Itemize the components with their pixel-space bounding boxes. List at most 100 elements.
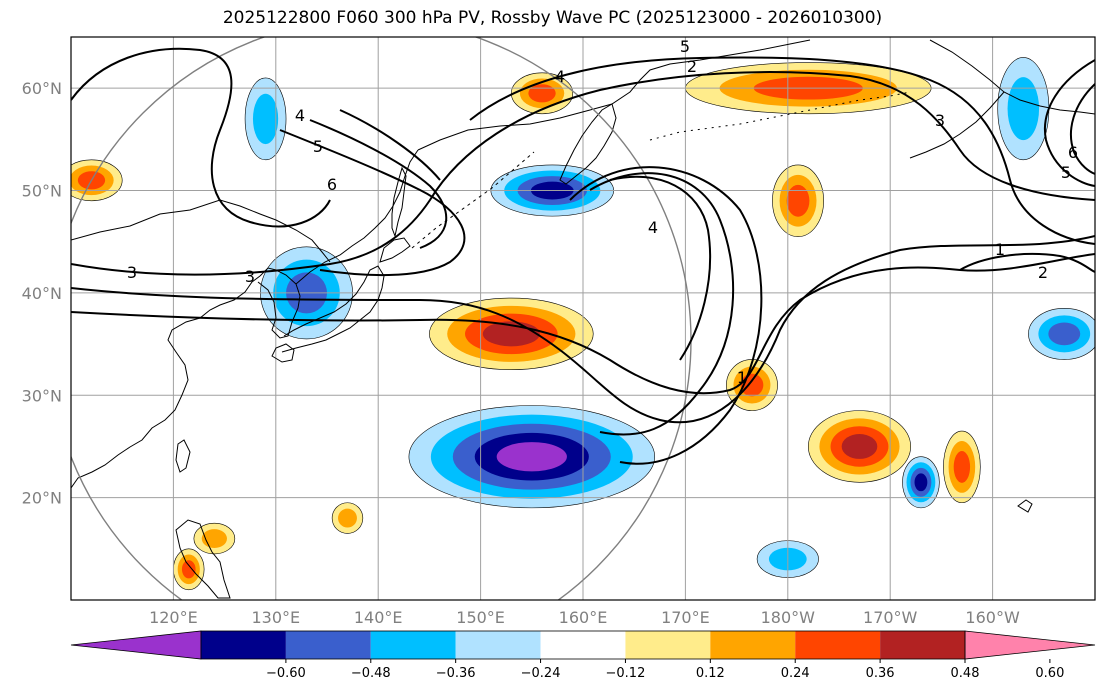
- colorbar-extend-max: [964, 630, 1096, 660]
- pv-contour-6: [339, 109, 441, 181]
- reference-circle: [71, 37, 692, 600]
- lon-label-160: 160°E: [559, 608, 608, 627]
- coastline-japan-kyushu: [271, 343, 295, 363]
- anom-sakhalin-neg: [244, 77, 287, 161]
- anom-npac-pos-level-3: [841, 433, 878, 459]
- coastline-alaska: [929, 39, 1095, 115]
- colorbar-label-5: 0.12: [696, 666, 725, 681]
- colorbar: −0.60 −0.48 −0.36 −0.24 −0.12 0.12 0.24 0.36 0.4…: [70, 630, 1096, 681]
- lon-label-200: 160°W: [965, 608, 1020, 627]
- lat-label-20: 20°N: [22, 489, 62, 508]
- anom-luzon-pos: [173, 548, 205, 591]
- pv-contour-label-0: 4: [295, 106, 305, 125]
- pv-contour-label-13: 4: [555, 67, 565, 86]
- colorbar-bin-3: [370, 631, 456, 659]
- colorbar-bin-4: [455, 631, 541, 659]
- pv-contour-label-14: 3: [245, 267, 255, 286]
- map-frame: [70, 36, 1096, 601]
- colorbar-label-3: −0.24: [521, 666, 561, 681]
- pv-contour-bering: [469, 56, 1095, 245]
- anom-mariana-pos-level-1: [338, 508, 357, 528]
- anom-westpac-pos: [193, 522, 236, 555]
- coastlines: [71, 39, 1095, 599]
- colorbar-bin-8: [795, 631, 881, 659]
- latitude-tick-labels: 60°N 50°N 40°N 30°N 20°N: [22, 79, 62, 507]
- anom-goa-north-neg-level-1: [1007, 77, 1040, 141]
- pv-contour-west-loop: [71, 47, 331, 228]
- anom-goa-neg: [1028, 307, 1095, 360]
- anom-sakhalin-neg-level-1: [252, 93, 279, 145]
- colorbar-label-4: −0.12: [606, 666, 646, 681]
- colorbar-bin-9: [880, 631, 965, 659]
- pv-contour-goa: [959, 253, 1095, 273]
- colorbar-outline: [200, 630, 966, 660]
- anom-subtropic-neg: [408, 405, 655, 509]
- pv-contours: [71, 47, 1095, 465]
- pv-contour-label-6: 4: [648, 218, 658, 237]
- coastline-okhotsk-north: [417, 39, 811, 151]
- pv-contour-4: [279, 129, 466, 277]
- pv-contour-alaska-low: [1044, 59, 1095, 187]
- pv-contour-label-1: 5: [313, 137, 323, 156]
- colorbar-bin-6: [625, 631, 711, 659]
- pv-contour-3: [71, 71, 1095, 276]
- anom-aleutian-pos-level-2: [786, 184, 810, 217]
- pv-contour-alaska-low-2: [1070, 83, 1095, 175]
- anom-hawaii-pos: [943, 430, 981, 504]
- pv-contour-label-8: 1: [737, 368, 747, 387]
- anomaly-fill-layer: [71, 57, 1095, 591]
- colorbar-label-2: −0.36: [436, 666, 476, 681]
- anom-luzon-pos-level-2: [181, 560, 196, 579]
- lon-label-120: 120°E: [149, 608, 198, 627]
- pv-contour-5: [309, 119, 448, 249]
- colorbar-label-1: −0.48: [351, 666, 391, 681]
- lat-label-50: 50°N: [22, 182, 62, 201]
- coastline-sakhalin: [391, 166, 407, 238]
- pv-contour-label-10: 5: [1061, 163, 1071, 182]
- colorbar-bin-7: [710, 631, 796, 659]
- lat-label-60: 60°N: [22, 79, 62, 98]
- pv-contour-2: [71, 235, 1095, 424]
- chart-title: 2025122800 F060 300 hPa PV, Rossby Wave …: [222, 8, 883, 28]
- coastline-taiwan: [175, 439, 191, 473]
- colorbar-bin-2: [285, 631, 371, 659]
- anom-aleutian-pos: [772, 164, 824, 237]
- anom-mariana-pos: [331, 502, 364, 534]
- anom-npac-pos: [807, 410, 911, 483]
- longitude-tick-labels: 120°E 130°E 140°E 150°E 160°E 170°E 180°W 170°W…: [149, 608, 1020, 627]
- pv-contour-label-12: 5: [680, 37, 690, 56]
- lon-label-140: 140°E: [354, 608, 403, 627]
- coastline-kamchatka: [559, 103, 617, 185]
- pv-contour-label-5: 1: [995, 240, 1005, 259]
- pv-contour-label-9: 2: [1038, 263, 1048, 282]
- colorbar-label-0: −0.60: [266, 666, 306, 681]
- colorbar-label-9: 0.60: [1035, 666, 1064, 681]
- coastline-china: [71, 275, 261, 489]
- colorbar-label-6: 0.24: [781, 666, 810, 681]
- pv-contour-label-4: 2: [687, 57, 697, 76]
- pv-contour-label-2: 6: [327, 175, 337, 194]
- coastline-korea: [257, 267, 301, 339]
- pv-contour-trough-c: [609, 175, 712, 361]
- coastline-kurils: [411, 151, 535, 249]
- anom-central-neg: [902, 456, 940, 509]
- lon-label-130: 130°E: [251, 608, 300, 627]
- colorbar-bin-5: [540, 631, 626, 659]
- coastline-alaska-peninsula: [909, 91, 1005, 159]
- lat-label-40: 40°N: [22, 284, 62, 303]
- coastline-philippines: [175, 519, 231, 599]
- coastline-mongolia-border: [71, 199, 331, 263]
- lon-label-190: 170°W: [863, 608, 918, 627]
- anom-goa-neg-level-2: [1048, 322, 1081, 346]
- colorbar-extend-min: [70, 630, 202, 660]
- colorbar-label-7: 0.36: [866, 666, 895, 681]
- graticule: [71, 37, 1095, 600]
- lon-label-170: 170°E: [661, 608, 710, 627]
- anom-central-neg-level-3: [914, 473, 928, 492]
- pv-contour-label-11: 6: [1068, 143, 1078, 162]
- coastline-japan-hokkaido: [379, 237, 411, 263]
- lon-label-180: 180°W: [761, 608, 816, 627]
- colorbar-label-8: 0.48: [951, 666, 980, 681]
